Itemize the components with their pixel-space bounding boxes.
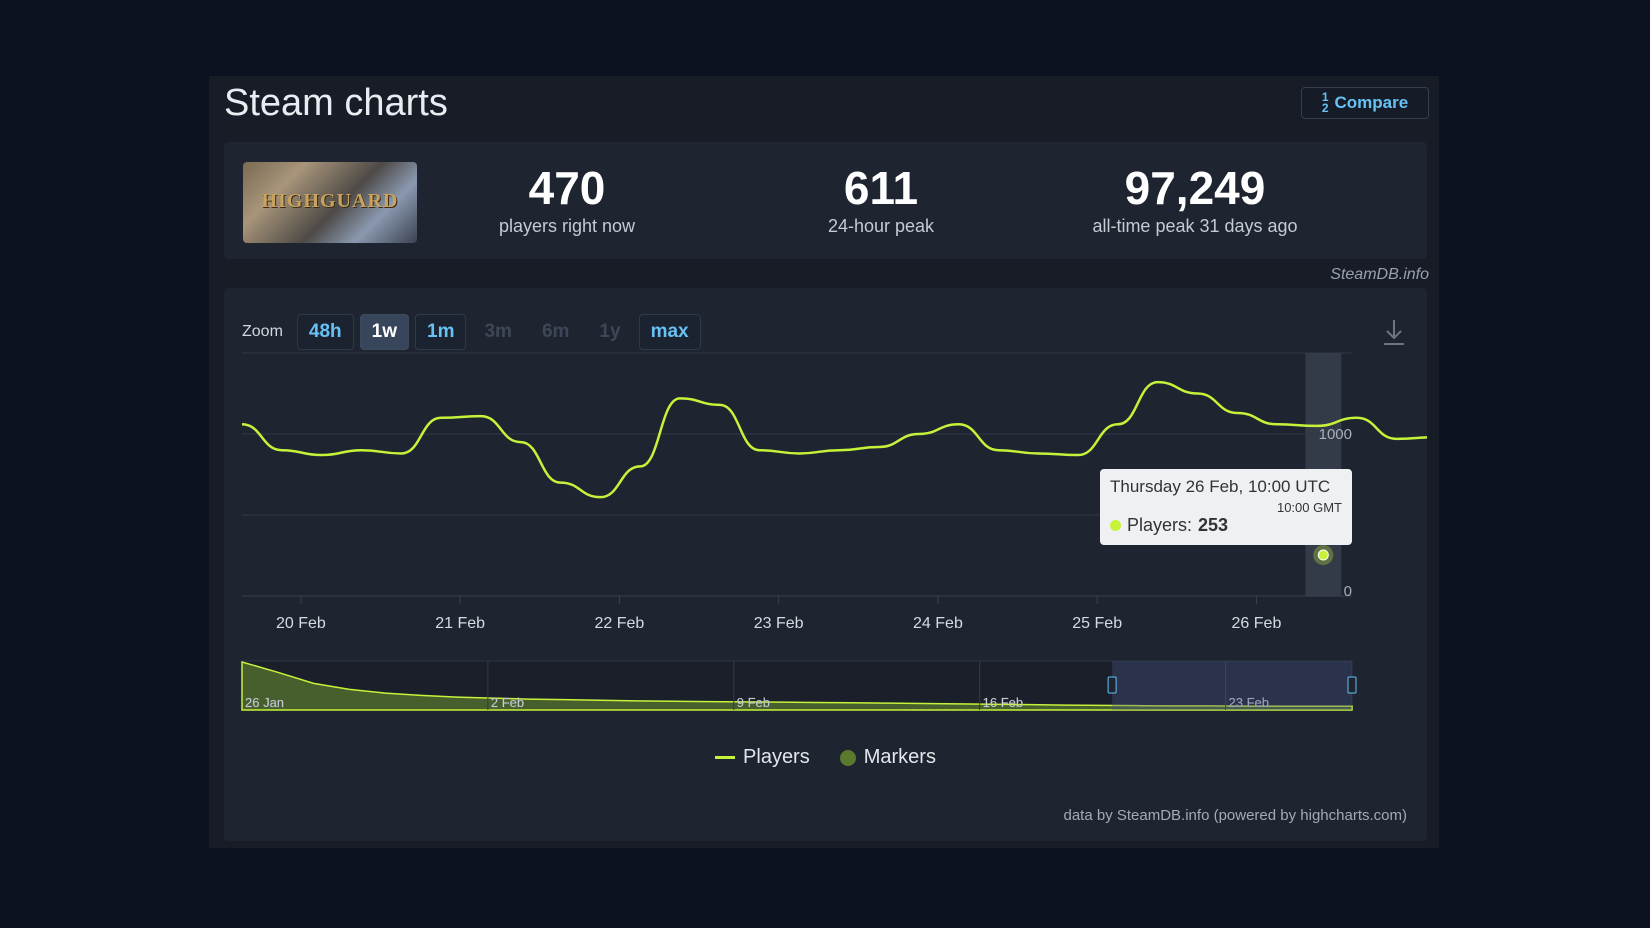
chart-container: Zoom 48h 1w 1m 3m 6m 1y max 0500100020 F… — [224, 288, 1427, 841]
zoom-label: Zoom — [242, 323, 283, 340]
x-tick-label: 26 Feb — [1232, 615, 1282, 632]
stat-label: players right now — [498, 216, 636, 236]
zoom-1w-button[interactable]: 1w — [359, 314, 410, 350]
zoom-48h-button[interactable]: 48h — [296, 314, 354, 350]
y-tick-label: 0 — [1344, 583, 1352, 600]
legend-label: Markers — [863, 746, 936, 768]
x-tick-label: 25 Feb — [1072, 615, 1122, 632]
stat-24h-peak: 611 24-hour peak — [731, 162, 1031, 237]
series-dot-icon — [1110, 520, 1121, 531]
y-tick-label: 1000 — [1319, 426, 1352, 443]
stat-value: 611 — [843, 162, 919, 214]
legend-item-markers[interactable]: Markers — [839, 746, 936, 769]
legend-item-players[interactable]: Players — [715, 746, 810, 769]
stat-label: 24-hour peak — [827, 216, 935, 236]
tooltip-subtitle: 10:00 GMT — [1276, 500, 1342, 515]
stat-label: all-time peak 31 days ago — [1092, 216, 1298, 236]
navigator-series — [241, 661, 1353, 711]
tooltip-series-label: Players: — [1127, 515, 1193, 535]
stat-value: 470 — [528, 162, 606, 214]
legend-label: Players — [743, 746, 810, 768]
x-tick-label: 21 Feb — [435, 615, 485, 632]
stat-current-players: 470 players right now — [417, 162, 717, 237]
navigator-selection[interactable] — [1112, 661, 1352, 710]
players-series-line[interactable] — [241, 380, 1427, 550]
navigator-left-handle[interactable] — [1107, 676, 1117, 694]
navigator-x-label: 16 Feb — [983, 695, 1023, 710]
zoom-controls: Zoom 48h 1w 1m 3m 6m 1y max — [242, 314, 701, 350]
x-tick-label: 22 Feb — [595, 615, 645, 632]
stat-all-time-peak: 97,249 all-time peak 31 days ago — [1045, 162, 1345, 237]
zoom-6m-button[interactable]: 6m — [541, 321, 570, 342]
x-tick-label: 24 Feb — [913, 615, 963, 632]
x-tick-label: 23 Feb — [754, 615, 804, 632]
chart-legend: Players Markers — [224, 746, 1427, 769]
navigator-x-label: 2 Feb — [491, 695, 524, 710]
x-tick-label: 20 Feb — [276, 615, 326, 632]
marker-swatch-icon — [839, 749, 856, 766]
chart-footer-credit[interactable]: data by SteamDB.info (powered by highcha… — [1063, 807, 1408, 824]
chart-tooltip: Thursday 26 Feb, 10:00 UTC 10:00 GMT Pla… — [1100, 469, 1352, 545]
compare-label: Compare — [1334, 93, 1409, 112]
line-swatch-icon — [715, 756, 736, 759]
navigator-x-label: 23 Feb — [1229, 695, 1269, 710]
stats-bar: HIGHGUARD 470 players right now 611 24-h… — [224, 142, 1427, 259]
game-logo-text: HIGHGUARD — [261, 190, 399, 212]
stat-value: 97,249 — [1124, 162, 1266, 214]
page-title: Steam charts — [224, 82, 448, 124]
hover-point[interactable] — [1317, 549, 1329, 561]
zoom-1y-button[interactable]: 1y — [599, 321, 621, 342]
navigator-x-label: 26 Jan — [245, 695, 284, 710]
navigator-x-label: 9 Feb — [737, 695, 770, 710]
steamdb-credit[interactable]: SteamDB.info — [1330, 266, 1429, 283]
zoom-max-button[interactable]: max — [638, 314, 701, 350]
navigator-right-handle[interactable] — [1347, 676, 1357, 694]
tooltip-title: Thursday 26 Feb, 10:00 UTC — [1110, 477, 1331, 496]
tooltip-row: Players: 253 — [1110, 515, 1228, 536]
download-icon[interactable] — [1383, 318, 1405, 346]
zoom-1m-button[interactable]: 1m — [415, 314, 467, 350]
game-thumbnail[interactable]: HIGHGUARD — [243, 162, 417, 243]
zoom-3m-button[interactable]: 3m — [484, 321, 512, 342]
tooltip-value: 253 — [1198, 515, 1229, 535]
